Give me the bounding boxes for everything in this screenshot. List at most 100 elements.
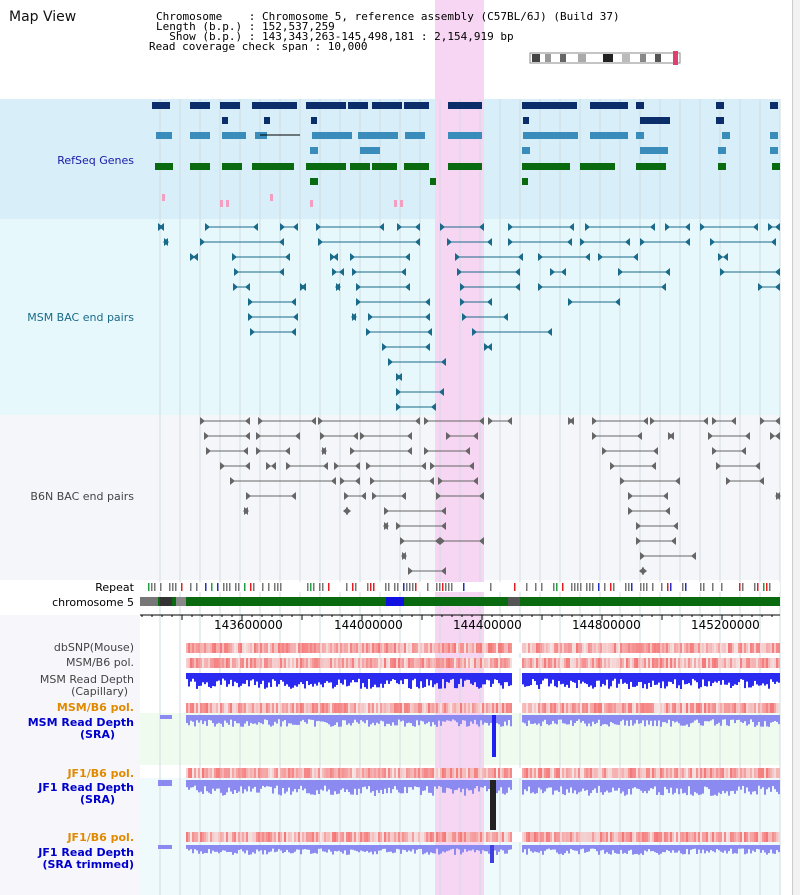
heat-cell (772, 643, 774, 653)
heat-cell (688, 658, 690, 668)
heat-cell (254, 643, 256, 653)
jf1-sra-depth-bar (530, 780, 532, 794)
heat-cell (474, 658, 476, 668)
heat-cell (470, 643, 472, 653)
jf1-sra-depth-bar (268, 780, 270, 787)
bac-end-marker (293, 223, 298, 231)
msm-depth-capillary-label[interactable]: MSM Read Depth (39, 673, 134, 686)
jf1-trim-depth-bar (628, 845, 630, 851)
heat-cell (576, 832, 578, 842)
msm-sra-depth-bar (478, 715, 480, 727)
jf1-b6-pol-trim-label[interactable]: JF1/B6 pol. (67, 831, 134, 844)
heat-cell (610, 658, 612, 668)
heat-cell (482, 643, 484, 653)
heat-cell (542, 832, 544, 842)
dbsnp-label[interactable]: dbSNP(Mouse) (53, 641, 134, 654)
heat-cell (450, 703, 452, 713)
bac-end-marker (515, 268, 520, 276)
msm-sra-depth-bar (756, 715, 758, 726)
heat-cell (702, 832, 704, 842)
heat-cell (616, 832, 618, 842)
heat-cell (406, 658, 408, 668)
jf1-trim-depth-bar (538, 845, 540, 853)
jf1-trim-depth-bar (328, 845, 330, 850)
heat-cell (240, 643, 242, 653)
gene-block (722, 132, 730, 139)
heat-cell (526, 768, 528, 778)
msm-bac-label[interactable]: MSM BAC end pairs (27, 311, 134, 324)
heat-cell (500, 703, 502, 713)
heat-cell (722, 832, 724, 842)
heat-cell (606, 658, 608, 668)
jf1-sra-depth-bar (246, 780, 248, 792)
heat-cell (712, 658, 714, 668)
repeat-mark (175, 583, 177, 591)
heat-cell (662, 643, 664, 653)
bac-end-marker (671, 537, 676, 545)
msm-sra-depth-bar (392, 715, 394, 723)
heat-cell (614, 832, 616, 842)
heat-cell (466, 703, 468, 713)
heat-cell (618, 643, 620, 653)
msm-sra-depth-bar (684, 715, 686, 726)
heat-cell (730, 643, 732, 653)
msm-sra-depth-bar (642, 715, 644, 721)
msm-sra-depth-bar (770, 715, 772, 723)
jf1-trim-depth-bar (734, 845, 736, 854)
bac-end-marker (400, 537, 405, 545)
b6n-bac-label[interactable]: B6N BAC end pairs (30, 490, 134, 503)
heat-cell (364, 658, 366, 668)
gene-block (636, 132, 644, 139)
heat-cell (610, 832, 612, 842)
heat-cell (620, 643, 622, 653)
bac-end-marker (460, 283, 465, 291)
jf1-sra-depth-bar (484, 780, 486, 786)
heat-cell (266, 643, 268, 653)
heat-cell (322, 658, 324, 668)
heat-cell (730, 703, 732, 713)
chromosome-gap (140, 597, 158, 606)
heat-cell (522, 703, 524, 713)
heat-cell (610, 703, 612, 713)
heat-cell (468, 643, 470, 653)
heat-cell (758, 643, 760, 653)
msm-capillary-depth-bar (616, 673, 618, 688)
refseq-genes-label[interactable]: RefSeq Genes (57, 154, 134, 167)
heat-cell (386, 703, 388, 713)
jf1-trim-depth-bar (738, 845, 740, 849)
jf1-trim-depth-bar (666, 845, 668, 850)
jf1-trim-depth-bar (626, 845, 628, 854)
heat-cell (730, 658, 732, 668)
msm-sra-depth-bar (280, 715, 282, 727)
heat-cell (762, 832, 764, 842)
jf1-trim-depth-bar (608, 845, 610, 854)
jf1-depth-trim-label[interactable]: JF1 Read Depth (38, 846, 134, 859)
msm-capillary-depth-bar (252, 673, 254, 680)
msm-capillary-depth-bar (198, 673, 200, 686)
jf1-sra-depth-bar (626, 780, 628, 795)
heat-cell (638, 832, 640, 842)
heat-cell (666, 768, 668, 778)
msm-b6-pol-sra-label[interactable]: MSM/B6 pol. (56, 701, 134, 714)
msm-capillary-depth-bar (526, 673, 528, 687)
heat-cell (508, 832, 510, 842)
heat-cell (522, 832, 524, 842)
heat-cell (576, 658, 578, 668)
msm-b6-pol-label[interactable]: MSM/B6 pol. (66, 656, 134, 669)
repeat-mark (448, 583, 450, 591)
heat-cell (410, 658, 412, 668)
msm-capillary-depth-bar (438, 673, 440, 689)
msm-sra-depth-bar (270, 715, 272, 727)
msm-depth-sra-label[interactable]: MSM Read Depth (27, 716, 134, 729)
jf1-sra-depth-bar (684, 780, 686, 793)
jf1-depth-sra-label[interactable]: JF1 Read Depth (38, 781, 134, 794)
heat-cell (652, 832, 654, 842)
jf1-b6-pol-label[interactable]: JF1/B6 pol. (67, 767, 134, 780)
heat-cell (224, 643, 226, 653)
jf1-sra-depth-bar (356, 780, 358, 795)
msm-capillary-depth-bar (246, 673, 248, 681)
msm-sra-depth-bar (242, 715, 244, 727)
heat-cell (324, 768, 326, 778)
heat-cell (424, 643, 426, 653)
